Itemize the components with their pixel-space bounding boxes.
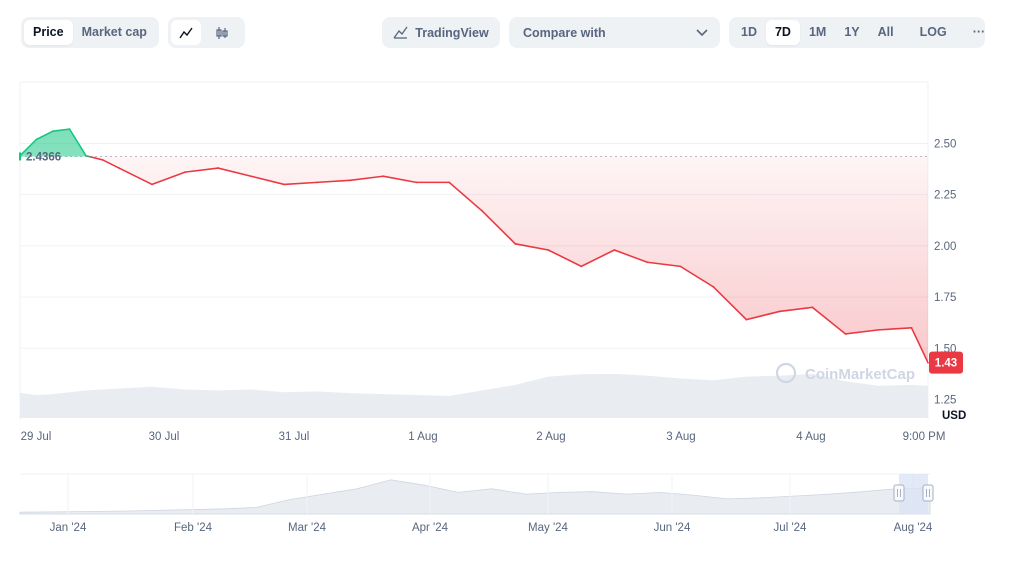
price-area-down <box>20 156 928 363</box>
current-price-label: 1.43 <box>935 358 957 370</box>
chart-style-toggle <box>168 17 245 48</box>
range-7d[interactable]: 7D <box>765 20 800 45</box>
price-point <box>151 183 153 186</box>
price-point <box>250 175 253 178</box>
chevron-down-icon <box>696 28 708 36</box>
navigator-tick-label: Jun '24 <box>654 522 691 534</box>
log-scale-button[interactable]: LOG <box>919 25 947 39</box>
price-point <box>52 130 54 133</box>
x-tick-label: 29 Jul <box>21 431 52 443</box>
line-chart-icon[interactable] <box>171 20 201 45</box>
coinmarketcap-watermark <box>775 362 797 384</box>
price-area-up <box>20 129 89 157</box>
y-tick-label: 1.75 <box>934 292 956 304</box>
price-point <box>514 242 517 245</box>
price-point <box>712 285 715 288</box>
navigator-tick-label: Aug '24 <box>894 522 933 534</box>
compare-with-dropdown[interactable]: Compare with <box>509 17 720 48</box>
current-price-badge <box>929 351 963 374</box>
range-1m[interactable]: 1M <box>808 25 827 39</box>
navigator-tick-label: Jan '24 <box>50 522 87 534</box>
price-point <box>68 128 71 131</box>
x-tick-label: 9:00 PM <box>903 431 946 443</box>
x-tick-label: 3 Aug <box>666 431 695 443</box>
navigator-handle[interactable] <box>922 484 934 502</box>
range-1d[interactable]: 1D <box>741 25 757 39</box>
price-point <box>316 181 319 184</box>
y-tick-label: 2.25 <box>934 190 956 202</box>
navigator-tick-label: Mar '24 <box>288 522 327 534</box>
price-point <box>745 318 748 321</box>
price-point <box>613 249 616 251</box>
price-point <box>910 326 913 329</box>
x-tick-label: 30 Jul <box>149 431 180 443</box>
more-options-button[interactable]: ··· <box>972 25 986 39</box>
range-selector: 1D 7D 1M 1Y All LOG ··· <box>729 17 985 48</box>
price-point <box>811 306 814 309</box>
price-point <box>415 181 418 184</box>
x-tick-label: 4 Aug <box>796 431 825 443</box>
price-line-down <box>85 156 928 363</box>
handle-body <box>893 484 905 502</box>
price-point <box>184 171 186 174</box>
navigator-tick-label: Jul '24 <box>774 522 807 534</box>
price-point <box>217 167 220 169</box>
range-all[interactable]: All <box>877 25 894 39</box>
tradingview-icon <box>393 26 408 39</box>
price-point <box>877 328 880 331</box>
chart-toolbar: Price Market cap TradingView Compare wit… <box>0 17 1024 49</box>
price-point <box>679 265 682 268</box>
price-point <box>778 310 781 313</box>
market-cap-tab[interactable]: Market cap <box>81 25 147 39</box>
navigator-tick-label: May '24 <box>528 522 569 534</box>
y-tick-label: 2.00 <box>934 241 956 253</box>
navigator-series <box>19 479 931 515</box>
watermark-text: CoinMarketCap <box>805 366 915 383</box>
price-point <box>349 179 352 182</box>
price-point <box>448 181 451 184</box>
price-point <box>844 333 847 335</box>
price-point <box>927 361 929 364</box>
price-point <box>382 175 385 178</box>
price-tab[interactable]: Price <box>24 20 73 45</box>
reference-price-label: 2.4366 <box>26 151 61 163</box>
navigator-handle[interactable] <box>893 484 905 502</box>
handle-body <box>922 484 934 502</box>
y-tick-label: 2.50 <box>934 138 956 150</box>
y-tick-label: 1.25 <box>934 395 956 407</box>
compare-with-label: Compare with <box>523 25 606 40</box>
candlestick-icon[interactable] <box>207 20 237 45</box>
price-point <box>35 138 38 141</box>
price-point <box>101 158 104 161</box>
price-point <box>283 183 286 186</box>
price-point <box>481 210 484 212</box>
view-toggle: Price Market cap <box>21 17 159 48</box>
x-tick-label: 2 Aug <box>536 431 565 443</box>
x-tick-label: 31 Jul <box>279 431 310 443</box>
coinmarketcap-logo-icon <box>775 362 797 384</box>
range-1y[interactable]: 1Y <box>844 25 860 39</box>
price-point <box>118 167 120 169</box>
x-tick-label: 1 Aug <box>408 431 437 443</box>
navigator-tick-label: Feb '24 <box>174 522 213 534</box>
volume-area <box>20 373 928 418</box>
price-point <box>85 154 87 157</box>
tradingview-button[interactable]: TradingView <box>382 17 500 48</box>
y-axis-unit: USD <box>942 410 966 422</box>
price-point <box>646 261 649 264</box>
price-point <box>547 249 550 251</box>
navigator-tick-label: Apr '24 <box>412 522 449 534</box>
tradingview-label: TradingView <box>415 25 489 40</box>
price-point <box>580 265 583 268</box>
